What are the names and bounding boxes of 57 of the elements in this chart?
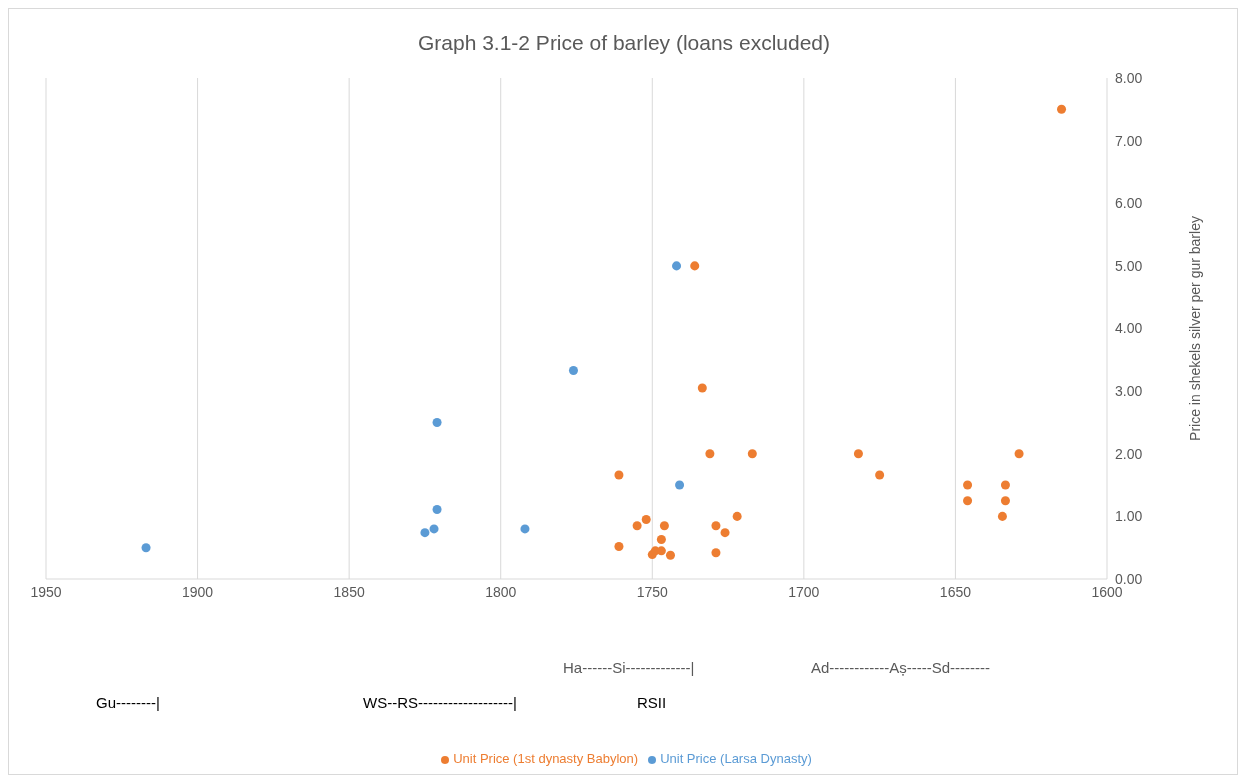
x-tick-label: 1700 xyxy=(788,583,820,600)
point xyxy=(997,511,1007,521)
point xyxy=(672,261,682,271)
y-tick-label: 2.00 xyxy=(1115,445,1143,462)
point xyxy=(675,480,685,490)
y-tick-label: 3.00 xyxy=(1115,383,1143,400)
point xyxy=(1057,104,1067,114)
point xyxy=(659,521,669,531)
y-tick-label: 8.00 xyxy=(1115,69,1143,86)
point xyxy=(420,528,430,538)
point xyxy=(429,524,439,534)
chart-title: Graph 3.1-2 Price of barley (loans excluded) xyxy=(416,31,831,55)
text: Gu--------| xyxy=(96,694,160,711)
point xyxy=(1014,449,1024,459)
x-tick-label: 1800 xyxy=(485,583,517,600)
point xyxy=(875,470,885,480)
point xyxy=(641,515,651,525)
point xyxy=(614,470,624,480)
legend-label: Unit Price (Larsa Dynasty) xyxy=(660,751,812,766)
point xyxy=(614,541,624,551)
point xyxy=(747,449,757,459)
point xyxy=(732,511,742,521)
y-tick-label: 4.00 xyxy=(1115,320,1143,337)
x-tick-label: 1750 xyxy=(636,583,669,600)
x-tick-label: 1950 xyxy=(30,583,62,600)
point xyxy=(711,521,721,531)
point xyxy=(1000,496,1010,506)
point xyxy=(963,496,973,506)
point xyxy=(711,548,721,558)
point xyxy=(141,543,151,553)
point xyxy=(853,449,863,459)
y-axis-title: Price in shekels silver per gur barley xyxy=(1186,216,1203,441)
text: RSII xyxy=(637,694,667,711)
y-tick-label: 1.00 xyxy=(1115,508,1143,525)
point xyxy=(720,528,730,538)
y-tick-label: 5.00 xyxy=(1115,257,1143,274)
text: Ad------------Aș-----Sd-------- xyxy=(811,659,991,676)
x-tick-label: 1850 xyxy=(333,583,365,600)
text: WS--RS-------------------| xyxy=(363,694,517,711)
point xyxy=(432,417,442,427)
point xyxy=(520,524,530,534)
point xyxy=(697,383,707,393)
x-tick-label: 1900 xyxy=(181,583,214,600)
x-tick-label: 1650 xyxy=(939,583,972,600)
point xyxy=(656,535,666,545)
legend-label: Unit Price (1st dynasty Babylon) xyxy=(453,751,639,766)
point xyxy=(432,504,442,514)
y-tick-label: 6.00 xyxy=(1115,195,1143,212)
y-tick-label: 7.00 xyxy=(1115,132,1143,149)
text: Ha------Si-------------| xyxy=(563,659,695,676)
point xyxy=(1000,480,1010,490)
point xyxy=(568,365,578,375)
point xyxy=(632,521,642,531)
point xyxy=(705,449,715,459)
point xyxy=(690,261,700,271)
point xyxy=(963,480,973,490)
point xyxy=(665,550,675,560)
